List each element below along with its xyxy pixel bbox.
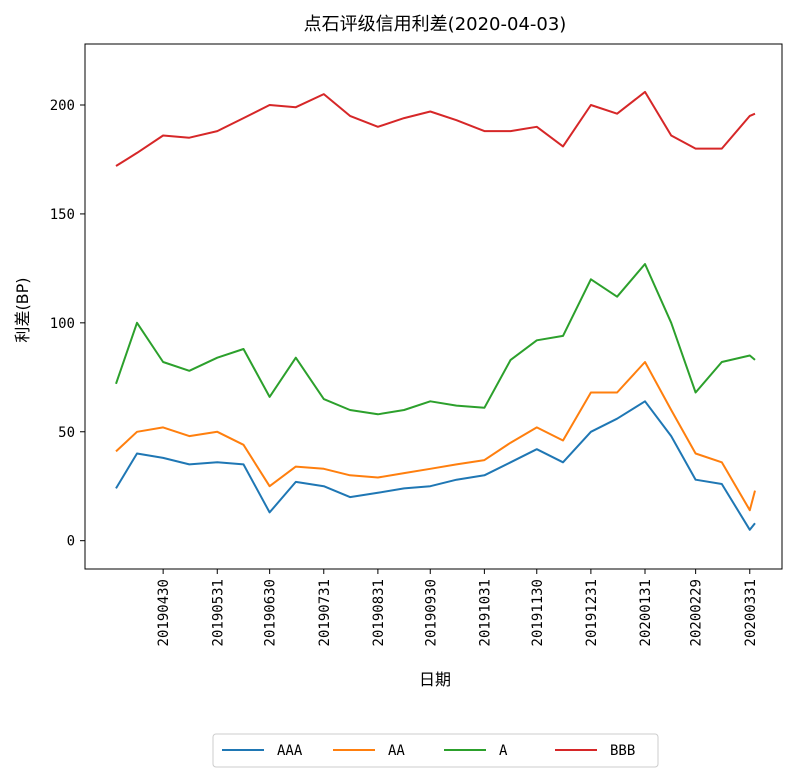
x-tick-label: 20200131 bbox=[638, 579, 654, 646]
series-line-aaa bbox=[115, 400, 756, 531]
y-axis: 0 50 100 150 200 bbox=[50, 98, 85, 550]
x-axis-label: 日期 bbox=[419, 670, 451, 689]
x-tick-label: 20190630 bbox=[263, 579, 279, 646]
legend-box bbox=[212, 733, 659, 768]
x-tick-label: 20190430 bbox=[156, 579, 172, 646]
x-tick-label: 20191130 bbox=[530, 579, 546, 646]
x-tick-label: 20191031 bbox=[477, 579, 493, 646]
y-axis-label: 利差(BP) bbox=[13, 277, 32, 342]
plot-frame bbox=[84, 43, 783, 570]
x-tick-label: 20200331 bbox=[743, 579, 759, 646]
x-tick-label: 20191231 bbox=[584, 579, 600, 646]
series-group bbox=[115, 90, 756, 531]
legend-label: A bbox=[499, 743, 508, 759]
x-tick-label: 20190731 bbox=[317, 579, 333, 646]
legend-label: AAA bbox=[277, 743, 303, 759]
series-line-a bbox=[115, 263, 756, 416]
x-tick-label: 20190930 bbox=[423, 579, 439, 646]
y-tick-label: 200 bbox=[50, 98, 75, 114]
y-tick-label: 150 bbox=[50, 207, 75, 223]
legend-label: AA bbox=[388, 743, 405, 759]
series-line-bbb bbox=[115, 90, 756, 167]
series-line-aa bbox=[115, 361, 756, 512]
x-axis: 20190430 20190531 20190630 20190731 20190831… bbox=[156, 569, 759, 646]
chart-title: 点石评级信用利差(2020-04-03) bbox=[304, 14, 567, 35]
y-tick-label: 0 bbox=[67, 534, 75, 550]
y-tick-label: 50 bbox=[58, 425, 75, 441]
y-tick-label: 100 bbox=[50, 316, 75, 332]
x-tick-label: 20190831 bbox=[371, 579, 387, 646]
x-tick-label: 20200229 bbox=[689, 579, 705, 646]
x-tick-label: 20190531 bbox=[210, 579, 226, 646]
legend-label: BBB bbox=[610, 743, 635, 759]
legend: AAA AA A BBB bbox=[212, 733, 659, 768]
